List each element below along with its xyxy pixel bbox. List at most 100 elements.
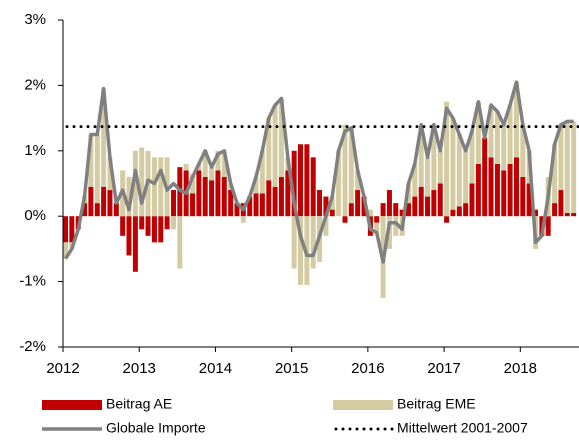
bar xyxy=(259,150,265,194)
bar xyxy=(475,163,481,217)
bar xyxy=(393,203,399,217)
bar xyxy=(355,170,361,191)
x-tick-label: 2016 xyxy=(351,360,384,377)
bar xyxy=(151,157,157,217)
bar xyxy=(469,183,475,217)
bar xyxy=(558,124,564,191)
bar xyxy=(177,216,183,269)
bar xyxy=(456,206,462,217)
bar xyxy=(317,190,323,217)
bar xyxy=(513,82,519,158)
bar xyxy=(520,176,526,217)
bar xyxy=(297,216,303,285)
bar xyxy=(310,157,316,217)
bar xyxy=(126,176,132,217)
bar xyxy=(399,209,405,217)
bar xyxy=(463,150,469,204)
bar xyxy=(69,216,75,243)
bar xyxy=(463,203,469,217)
bar xyxy=(355,190,361,217)
bar xyxy=(164,216,170,230)
bar xyxy=(310,216,316,269)
bar xyxy=(348,203,354,217)
bar xyxy=(107,190,113,217)
x-tick-label: 2012 xyxy=(46,360,79,377)
legend-label: Mittelwert 2001-2007 xyxy=(397,420,528,436)
bar xyxy=(221,150,227,177)
bar xyxy=(437,183,443,217)
bar xyxy=(494,111,500,164)
x-tick-label: 2013 xyxy=(123,360,156,377)
bar xyxy=(374,222,380,233)
y-tick-label: -2% xyxy=(19,338,46,355)
bar xyxy=(82,203,88,217)
y-tick-label: -1% xyxy=(19,273,46,290)
bar xyxy=(190,193,196,217)
bar xyxy=(228,190,234,217)
bar xyxy=(329,196,335,210)
bar xyxy=(291,150,297,217)
bar xyxy=(418,186,424,217)
bar xyxy=(107,157,113,191)
bar xyxy=(431,124,437,191)
x-tick-label: 2018 xyxy=(504,360,537,377)
bar xyxy=(88,186,94,217)
bar xyxy=(450,118,456,210)
bar xyxy=(494,163,500,217)
bar xyxy=(418,127,424,187)
bar xyxy=(374,216,380,223)
bar xyxy=(139,216,145,230)
bar xyxy=(285,170,291,217)
bar xyxy=(450,209,456,217)
bar xyxy=(145,216,151,236)
legend-swatch xyxy=(333,400,393,410)
bar xyxy=(183,163,189,171)
y-tick-label: 2% xyxy=(24,76,46,93)
bar xyxy=(234,203,240,217)
line xyxy=(64,80,574,264)
bar xyxy=(342,216,348,223)
bar xyxy=(380,203,386,217)
bar xyxy=(412,163,418,197)
bar xyxy=(158,157,164,217)
bar xyxy=(526,183,532,217)
bar xyxy=(444,216,450,223)
bar xyxy=(533,209,539,217)
x-tick-label: 2017 xyxy=(427,360,460,377)
bar xyxy=(278,176,284,217)
bar xyxy=(482,137,488,217)
legend-swatch xyxy=(42,400,102,410)
bar xyxy=(304,144,310,217)
bar xyxy=(171,216,177,230)
bar xyxy=(266,180,272,217)
bar xyxy=(190,173,196,194)
bar xyxy=(405,203,411,217)
bar xyxy=(158,216,164,243)
bar xyxy=(297,144,303,217)
y-tick-label: 1% xyxy=(24,142,46,159)
bar xyxy=(552,203,558,217)
bar xyxy=(444,101,450,217)
bar xyxy=(513,157,519,217)
bar xyxy=(507,105,513,164)
bar xyxy=(520,124,526,177)
y-tick-label: 0% xyxy=(24,207,46,224)
bar xyxy=(88,134,94,187)
bar xyxy=(259,193,265,217)
bar xyxy=(132,150,138,217)
bar xyxy=(240,216,246,223)
bar xyxy=(425,196,431,217)
bar xyxy=(571,121,577,213)
bar xyxy=(126,216,132,256)
bar xyxy=(469,131,475,184)
bar xyxy=(501,170,507,217)
bar xyxy=(63,216,68,243)
bar xyxy=(571,212,577,217)
bar xyxy=(247,196,253,217)
legend-label: Beitrag EME xyxy=(397,396,476,412)
bar xyxy=(425,157,431,197)
bar xyxy=(342,124,348,217)
bar xyxy=(393,216,399,236)
bar xyxy=(488,105,494,158)
bar xyxy=(132,216,138,272)
